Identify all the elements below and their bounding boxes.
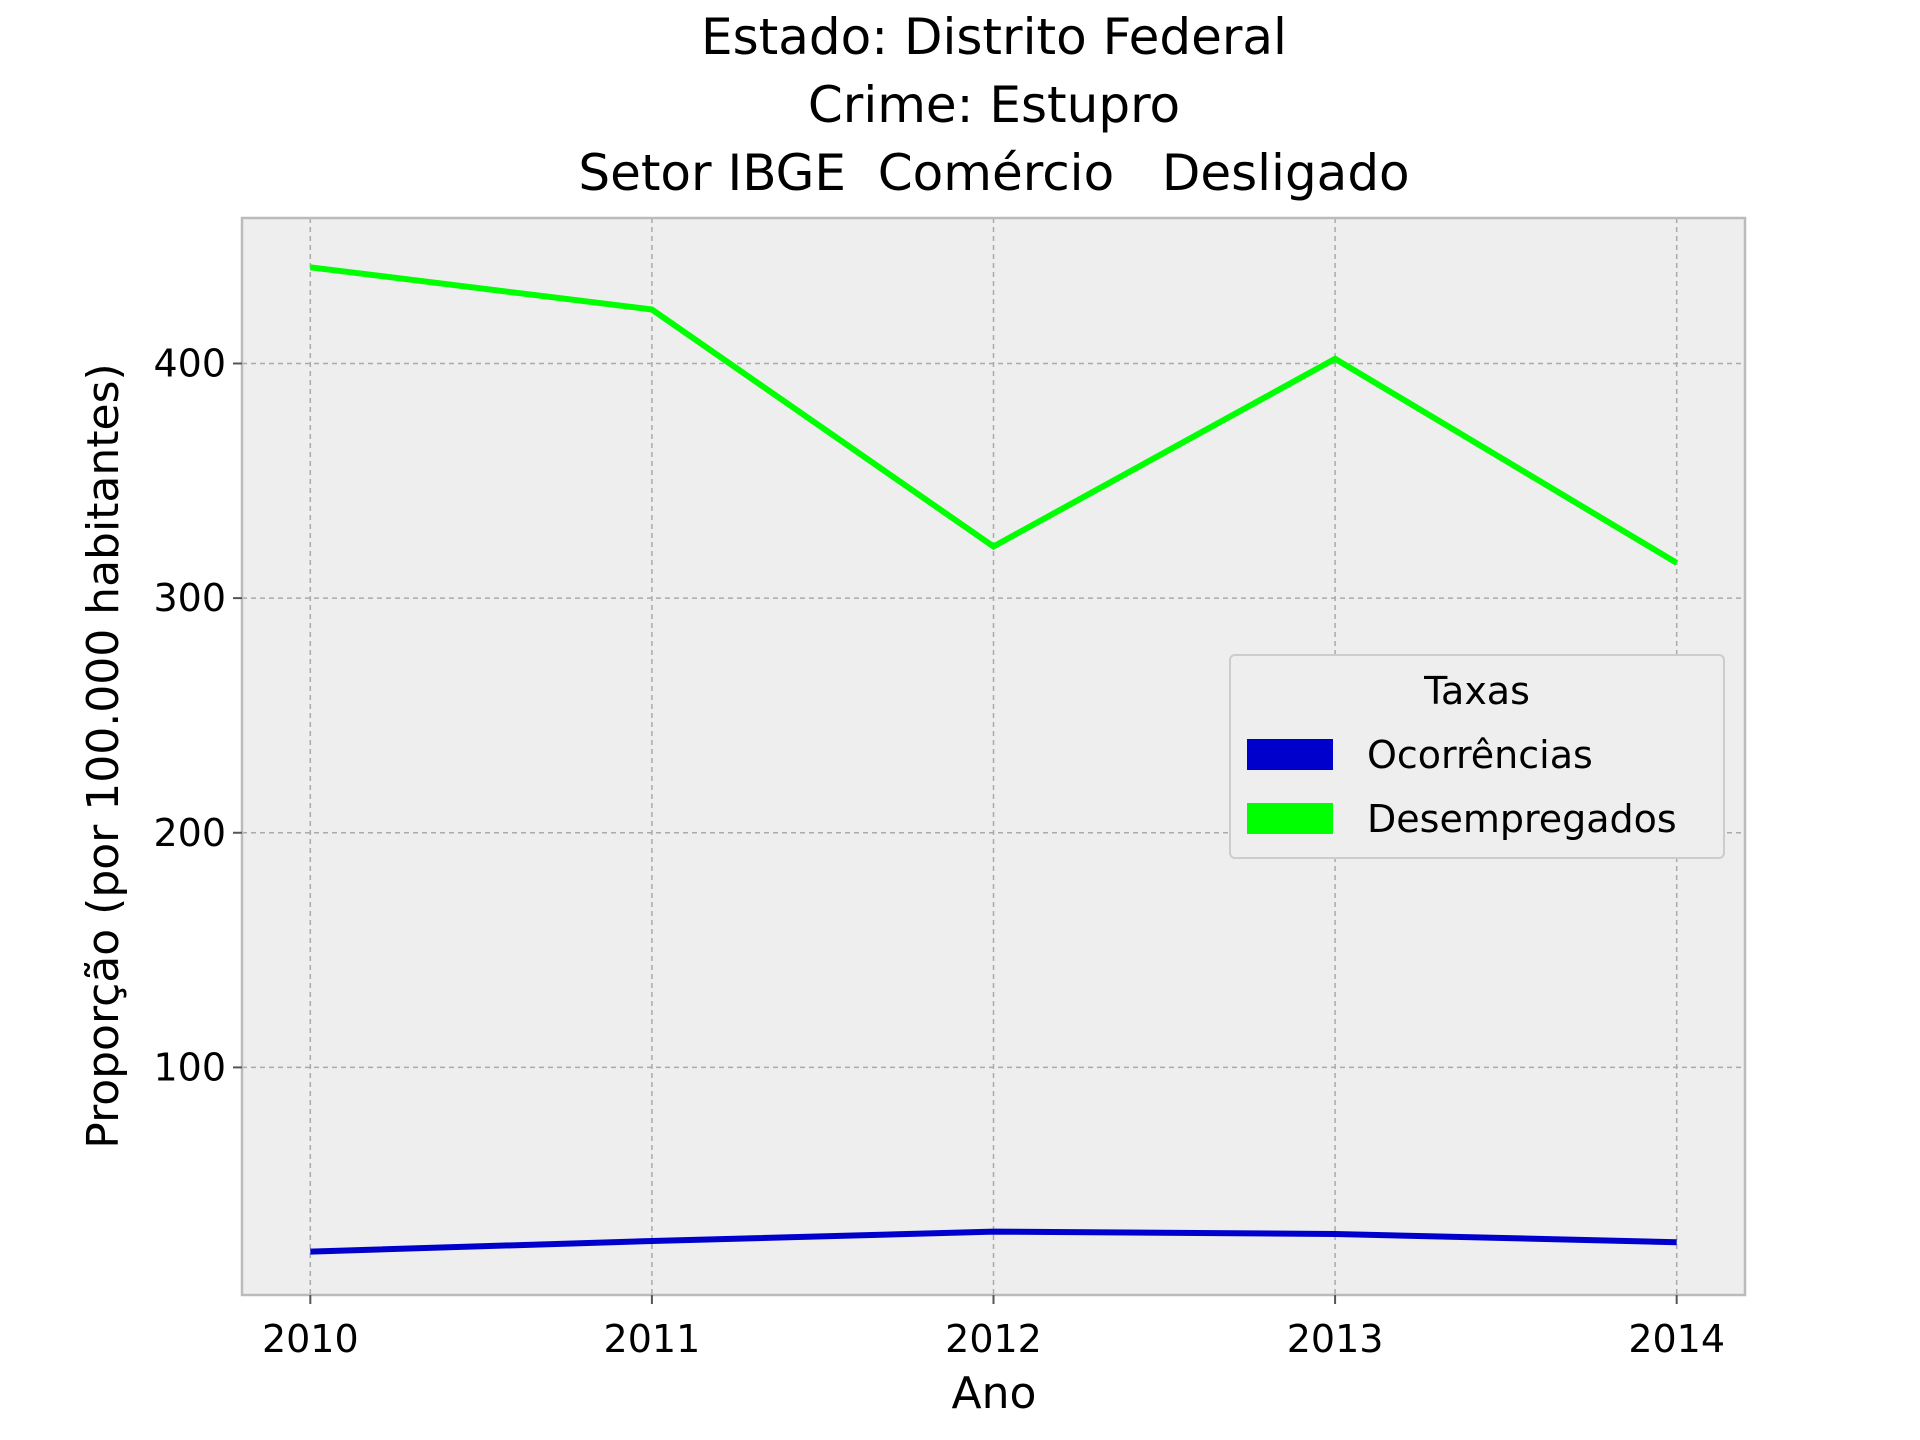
x-axis: 2010 2011 2012 2013 2014 [262,1295,1725,1361]
legend-swatch-ocorrencias [1247,739,1333,770]
y-tick-label: 300 [153,576,226,620]
x-tick-label: 2012 [945,1317,1042,1361]
chart-title: Estado: Distrito Federal Crime: Estupro … [578,8,1409,202]
legend-label-ocorrencias: Ocorrências [1367,733,1593,777]
y-tick-label: 200 [153,811,226,855]
legend-label-desempregados: Desempregados [1367,797,1677,841]
legend-swatch-desempregados [1247,803,1333,834]
chart-title-line-2: Crime: Estupro [808,76,1180,134]
x-tick-label: 2014 [1628,1317,1725,1361]
series-line-ocorrencias [310,1228,1677,1255]
y-axis-label: Proporção (por 100.000 habitantes) [78,363,129,1148]
x-axis-label: Ano [952,1368,1037,1419]
y-tick-label: 100 [153,1045,226,1089]
series-lines [309,264,1679,1255]
x-tick-label: 2013 [1287,1317,1384,1361]
series-line-desempregados [309,264,1679,566]
y-axis: 100 200 300 400 [153,341,242,1089]
y-tick-label: 400 [153,341,226,385]
chart-title-line-1: Estado: Distrito Federal [701,8,1287,66]
legend-title: Taxas [1423,669,1530,713]
legend: Taxas Ocorrências Desempregados [1229,654,1725,859]
chart-title-line-3: Setor IBGE Comércio Desligado [578,144,1409,202]
x-tick-label: 2011 [604,1317,701,1361]
x-tick-label: 2010 [262,1317,359,1361]
legend-box [1229,654,1725,859]
